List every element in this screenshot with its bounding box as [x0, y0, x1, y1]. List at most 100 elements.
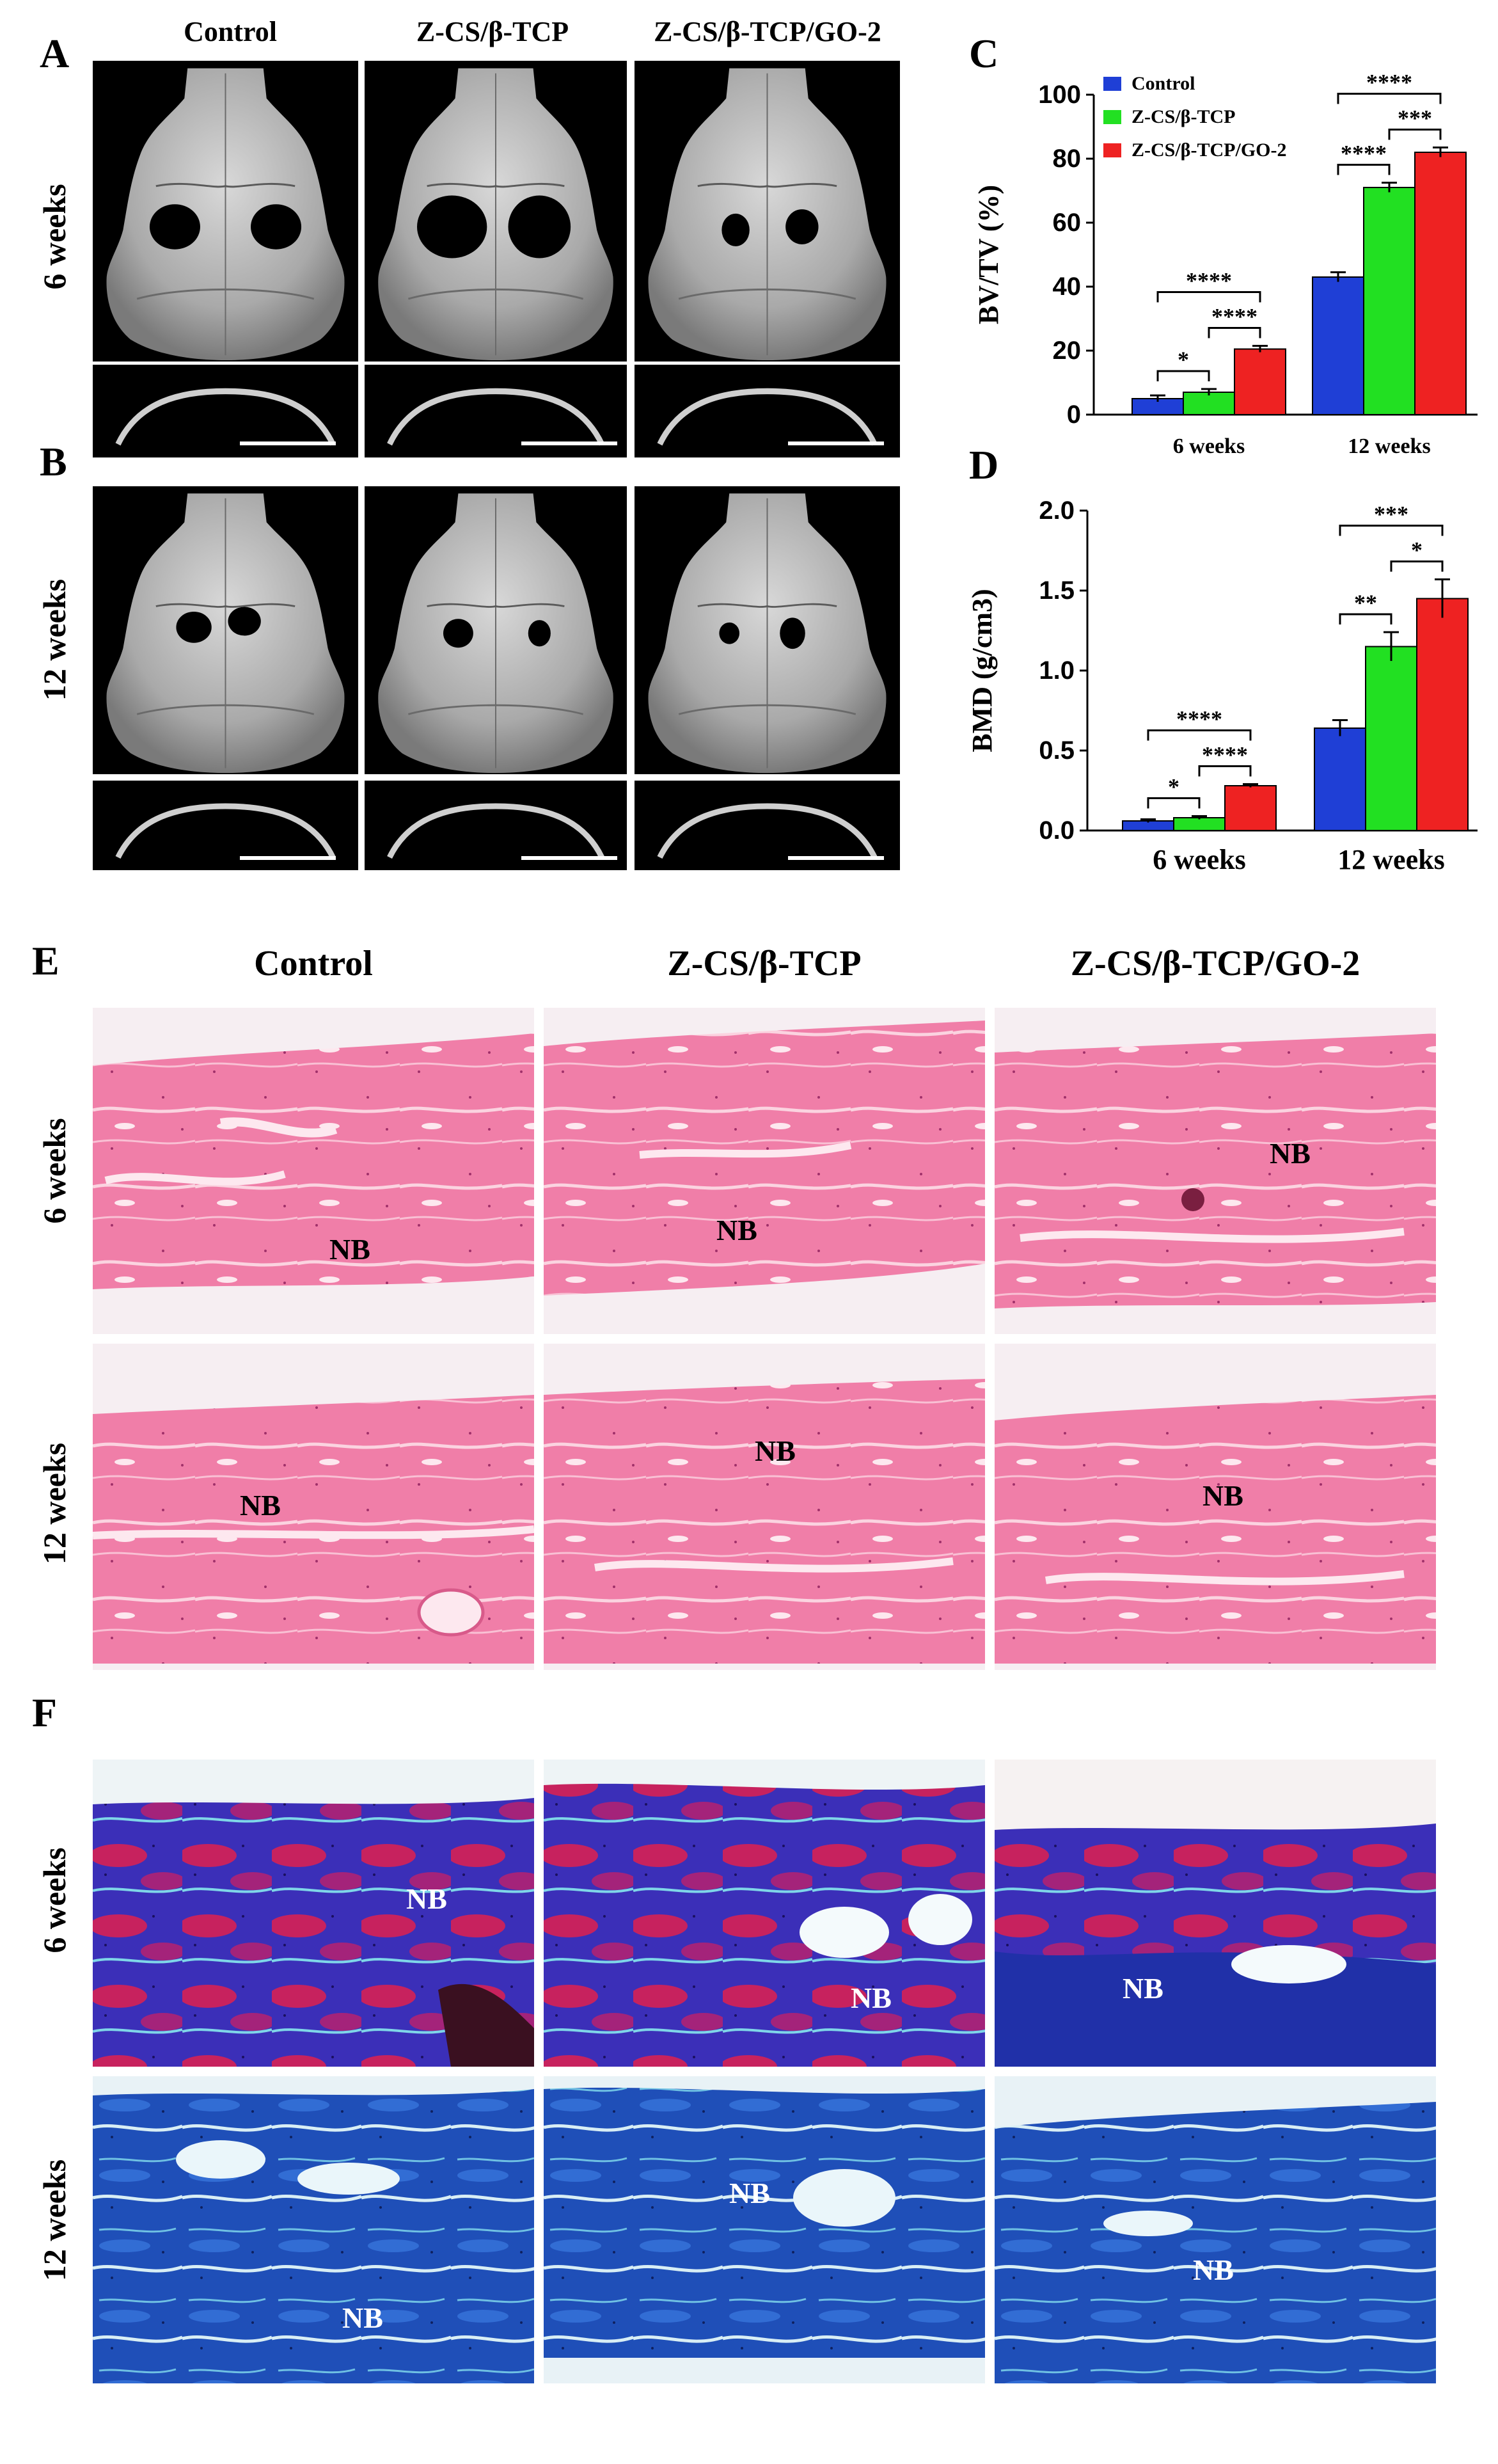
panel-letter-c: C: [969, 31, 999, 76]
significance-label: ****: [1202, 742, 1248, 768]
significance-bracket: [1339, 613, 1392, 624]
y-tick-label: 20: [1053, 337, 1082, 365]
bar: [1414, 152, 1467, 415]
y-tick-label: 1.0: [1039, 656, 1075, 685]
he-image-12w-zcs: NB: [544, 1344, 985, 1670]
y-tick-label: 0.0: [1039, 816, 1075, 845]
significance-label: ****: [1211, 304, 1258, 330]
significance-label: *: [1168, 774, 1179, 800]
chart-d-svg: 0.0 0.5 1.0 1.5 2.0 BMD (g/cm3) 6 weeks 12 week…: [966, 497, 1478, 875]
he-nb-label-6w-zcsgo: NB: [1270, 1137, 1311, 1170]
ct-section-6w-control: [93, 365, 358, 457]
he-nb-label-12w-zcsgo: NB: [1202, 1479, 1243, 1512]
panel-letter-f: F: [32, 1690, 58, 1735]
mt-image-6w-zcs: NB: [544, 1760, 985, 2067]
significance-bracket: [1147, 729, 1252, 741]
he-row-label-6w: 6 weeks: [36, 1118, 72, 1224]
significance-label: *: [1178, 347, 1189, 372]
significance-label: ****: [1176, 706, 1222, 732]
he-image-6w-zcs: NB: [544, 1008, 985, 1334]
he-image-12w-control: NB: [93, 1344, 534, 1670]
mt-image-6w-control: NB: [93, 1760, 534, 2067]
ct-image-6w-zcsgo: [635, 61, 900, 362]
y-axis-label: BV/TV (%): [973, 185, 1004, 324]
significance-bracket: [1337, 93, 1442, 104]
ct-section-12w-control: [93, 781, 358, 870]
mt-nb-label-12w-control: NB: [342, 2301, 383, 2334]
ct-image-6w-control: [93, 61, 358, 362]
significance-label: ****: [1366, 70, 1412, 95]
bar: [1234, 348, 1286, 415]
y-tick-label: 0: [1067, 401, 1081, 429]
mt-image-12w-zcs: NB: [544, 2076, 985, 2383]
significance-bracket: [1198, 765, 1252, 777]
he-nb-label-12w-control: NB: [240, 1489, 281, 1522]
significance-bracket: [1156, 370, 1210, 381]
chart-c: 0 20 40 60 80 100 BV/TV (%) 6 weeks 12 weeks * ***…: [959, 70, 1484, 467]
bar: [1173, 817, 1226, 831]
ct-col-head-zcs: Z-CS/β-TCP: [416, 16, 569, 47]
y-tick-label: 60: [1053, 209, 1082, 237]
he-col-head-control: Control: [254, 944, 373, 983]
legend-swatch: [1103, 77, 1121, 91]
significance-bracket: [1388, 129, 1442, 140]
he-col-head-zcsgo: Z-CS/β-TCP/GO-2: [1070, 944, 1360, 983]
x-tick-label: 12 weeks: [1348, 434, 1430, 458]
ct-image-12w-control: [93, 486, 358, 774]
mt-nb-label-12w-zcsgo: NB: [1193, 2253, 1234, 2286]
ct-image-12w-zcs: [365, 486, 627, 774]
legend-label: Control: [1131, 73, 1195, 94]
ct-image-12w-zcsgo: [635, 486, 900, 774]
significance-label: ***: [1398, 106, 1432, 131]
ct-row-label-12w: 12 weeks: [36, 578, 72, 701]
y-tick-label: 0.5: [1039, 736, 1075, 765]
significance-label: *: [1411, 537, 1423, 563]
he-image-12w-zcsgo: NB: [995, 1344, 1436, 1670]
x-tick-label: 12 weeks: [1337, 844, 1444, 875]
significance-bracket: [1337, 164, 1391, 175]
y-tick-label: 80: [1053, 145, 1082, 173]
y-axis-label: BMD (g/cm3): [966, 589, 998, 752]
significance-bracket: [1339, 525, 1444, 536]
legend-label: Z-CS/β-TCP/GO-2: [1131, 139, 1286, 161]
x-tick-label: 6 weeks: [1153, 844, 1245, 875]
he-col-head-zcs: Z-CS/β-TCP: [667, 944, 862, 983]
ct-section-6w-zcsgo: [635, 365, 900, 457]
bar: [1416, 598, 1469, 831]
mt-row-label-6w: 6 weeks: [36, 1847, 72, 1953]
y-tick-label: 40: [1053, 273, 1082, 301]
significance-label: ****: [1341, 141, 1387, 166]
bar: [1312, 276, 1364, 415]
y-tick-label: 2.0: [1039, 497, 1075, 525]
ct-row-label-6w: 6 weeks: [36, 184, 72, 290]
bar: [1183, 392, 1235, 415]
he-nb-label-6w-zcs: NB: [716, 1214, 757, 1246]
mt-nb-label-12w-zcs: NB: [729, 2177, 770, 2209]
significance-bracket: [1156, 291, 1261, 303]
ct-section-12w-zcs: [365, 781, 627, 870]
mt-nb-label-6w-zcsgo: NB: [1123, 1972, 1163, 2005]
mt-image-12w-zcsgo: NB: [995, 2076, 1436, 2383]
y-tick-label: 1.5: [1039, 576, 1075, 605]
panel-letter-a: A: [40, 31, 70, 76]
he-image-6w-zcsgo: NB: [995, 1008, 1436, 1334]
y-tick-label: 100: [1038, 81, 1081, 109]
bar: [1224, 785, 1277, 831]
bar: [1314, 727, 1366, 831]
ct-section-6w-zcs: [365, 365, 627, 457]
significance-bracket: [1147, 797, 1201, 809]
he-image-6w-control: NB: [93, 1008, 534, 1334]
significance-label: ***: [1374, 502, 1408, 527]
he-nb-label-12w-zcs: NB: [755, 1435, 796, 1467]
ct-col-head-control: Control: [184, 16, 277, 47]
significance-bracket: [1208, 327, 1261, 338]
mt-row-label-12w: 12 weeks: [36, 2159, 72, 2282]
mt-nb-label-6w-control: NB: [406, 1882, 447, 1915]
x-tick-label: 6 weeks: [1173, 434, 1245, 458]
bar: [1363, 187, 1415, 415]
legend-swatch: [1103, 143, 1121, 157]
panel-letter-d: D: [969, 442, 999, 488]
mt-image-6w-zcsgo: NB: [995, 1760, 1436, 2067]
he-row-label-12w: 12 weeks: [36, 1442, 72, 1565]
chart-d: 0.0 0.5 1.0 1.5 2.0 BMD (g/cm3) 6 weeks 12 week…: [959, 486, 1484, 896]
